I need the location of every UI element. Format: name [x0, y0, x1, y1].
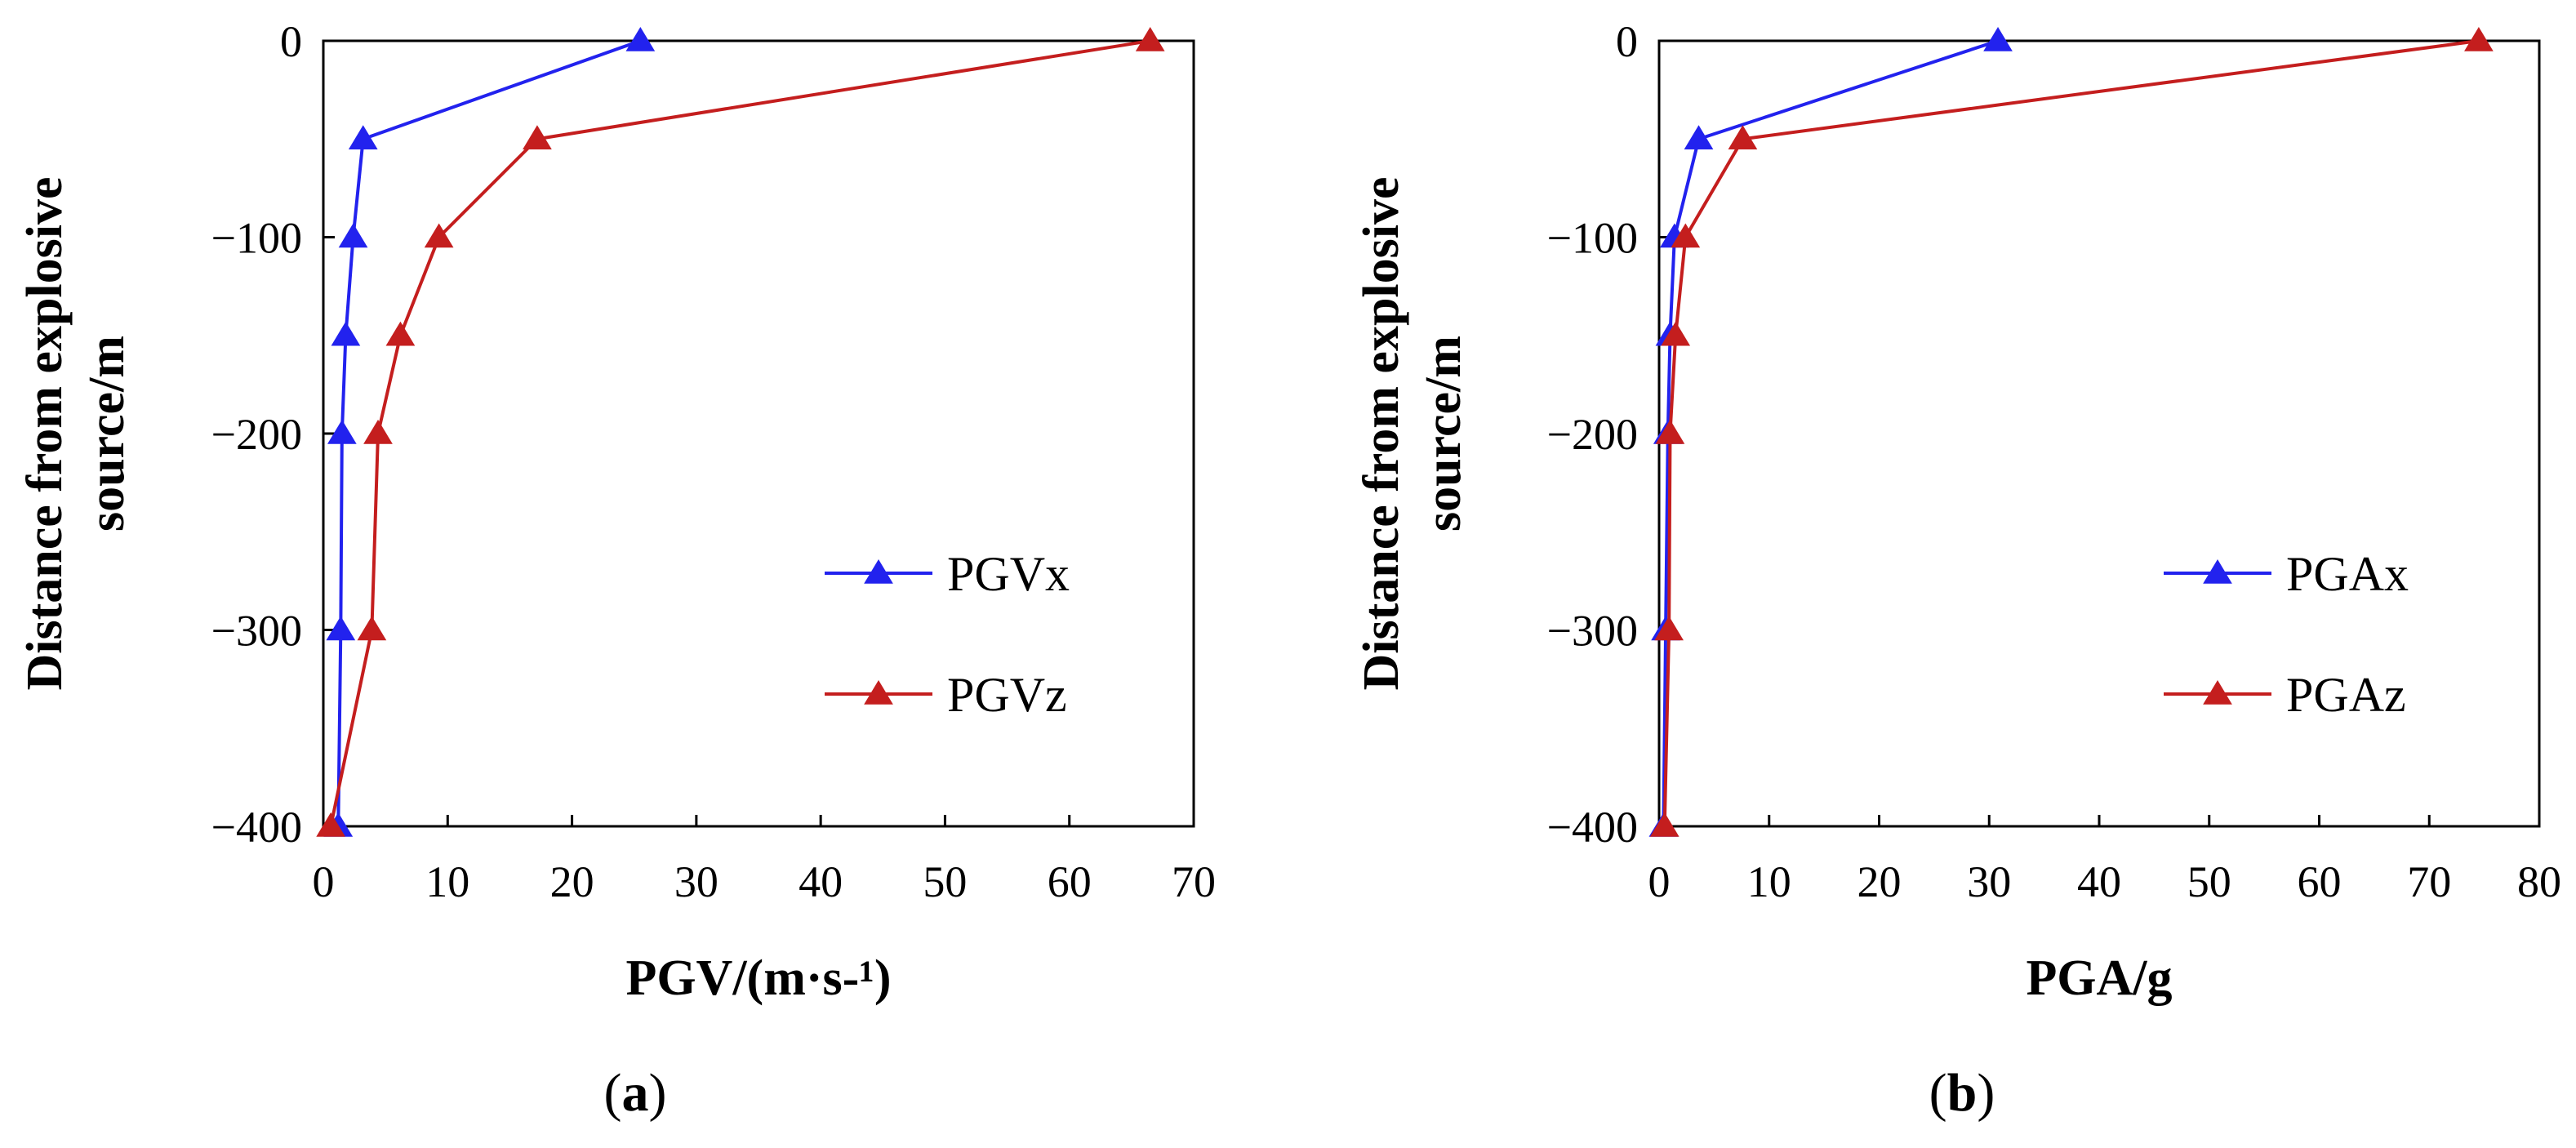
- series-PGVz: [316, 27, 1165, 837]
- x-tick-label: 40: [2077, 857, 2121, 906]
- y-tick-label: −300: [211, 607, 302, 656]
- x-tick-label: 30: [674, 857, 719, 906]
- y-tick-label: −400: [211, 803, 302, 852]
- data-point-marker: [357, 616, 387, 641]
- legend-entry-PGVz: PGVz: [825, 668, 1067, 722]
- data-point-marker: [327, 420, 357, 444]
- legend-label: PGAx: [2286, 547, 2409, 601]
- x-tick-label: 0: [1648, 857, 1671, 906]
- x-tick-label: 60: [2298, 857, 2342, 906]
- y-axis-title-line2: source/m: [1416, 336, 1471, 532]
- y-axis-title-line1: Distance from explosive: [1354, 176, 1409, 690]
- y-tick-label: 0: [1616, 17, 1638, 66]
- y-tick-label: −400: [1547, 803, 1638, 852]
- x-tick-label: 20: [550, 857, 594, 906]
- x-axis-title: PGV/(m·s-¹): [625, 950, 891, 1006]
- data-point-marker: [1728, 125, 1758, 149]
- data-point-marker: [385, 321, 416, 346]
- y-tick-label: 0: [280, 17, 302, 66]
- data-point-marker: [1983, 27, 2013, 51]
- legend-marker: [2203, 680, 2232, 705]
- data-point-marker: [2464, 27, 2494, 51]
- data-point-marker: [326, 616, 356, 641]
- legend-label: PGVz: [947, 668, 1067, 722]
- legend-marker: [864, 680, 893, 705]
- legend-entry-PGAz: PGAz: [2164, 668, 2406, 722]
- data-point-marker: [1655, 420, 1685, 444]
- data-point-marker: [338, 223, 368, 248]
- x-tick-label: 70: [1172, 857, 1216, 906]
- chart-panel-a: 0 10 20 30 40 50 60 70 0 −100 −200 −300 −400 PGV/(m·s…: [17, 17, 1216, 1123]
- x-tick-label: 10: [425, 857, 469, 906]
- data-point-marker: [1649, 812, 1680, 837]
- x-tick-label: 80: [2517, 857, 2561, 906]
- legend-label: PGAz: [2286, 668, 2406, 722]
- data-point-marker: [316, 812, 345, 837]
- data-point-marker: [424, 223, 454, 248]
- panel-label: (a): [604, 1063, 667, 1123]
- data-point-marker: [348, 125, 378, 149]
- legend-marker: [864, 559, 893, 584]
- panel-letter: b: [1947, 1063, 1978, 1123]
- series-PGAx: [1648, 27, 2013, 837]
- data-point-marker: [625, 27, 656, 51]
- x-tick-label: 50: [923, 857, 967, 906]
- x-axis-title: PGA/g: [2026, 950, 2172, 1006]
- data-point-marker: [363, 420, 393, 444]
- y-tick-label: −200: [1547, 410, 1638, 459]
- series-PGAz: [1649, 27, 2494, 837]
- x-tick-label: 50: [2187, 857, 2231, 906]
- series-line: [1662, 39, 1999, 827]
- x-tick-label: 20: [1857, 857, 1902, 906]
- data-point-marker: [1654, 616, 1684, 641]
- x-tick-label: 70: [2407, 857, 2451, 906]
- y-tick-label: −100: [211, 214, 302, 263]
- x-tick-label: 60: [1048, 857, 1092, 906]
- chart-panel-b: 0 10 20 30 40 50 60 70 80 0 −100 −200 −300 −400 PGA/g D…: [1354, 17, 2561, 1123]
- data-point-marker: [1671, 223, 1701, 248]
- legend-marker: [2203, 559, 2232, 584]
- data-point-marker: [1684, 125, 1714, 149]
- x-tick-label: 40: [799, 857, 843, 906]
- data-point-marker: [1135, 27, 1165, 51]
- x-tick-label: 10: [1747, 857, 1791, 906]
- x-tick-label: 0: [313, 857, 335, 906]
- legend-label: PGVx: [947, 547, 1070, 601]
- y-axis-title-line2: source/m: [79, 336, 135, 532]
- panel-letter: a: [622, 1063, 649, 1123]
- data-point-marker: [1661, 321, 1691, 346]
- data-point-marker: [523, 125, 552, 149]
- panel-label: (b): [1929, 1063, 1995, 1123]
- x-tick-label: 30: [1967, 857, 2011, 906]
- y-tick-label: −100: [1547, 214, 1638, 263]
- y-tick-label: −200: [211, 410, 302, 459]
- legend-entry-PGVx: PGVx: [825, 547, 1070, 601]
- legend-entry-PGAx: PGAx: [2164, 547, 2409, 601]
- y-axis-title-line1: Distance from explosive: [17, 176, 73, 690]
- y-tick-label: −300: [1547, 607, 1638, 656]
- plot-area: [1657, 39, 2541, 828]
- data-point-marker: [331, 321, 361, 346]
